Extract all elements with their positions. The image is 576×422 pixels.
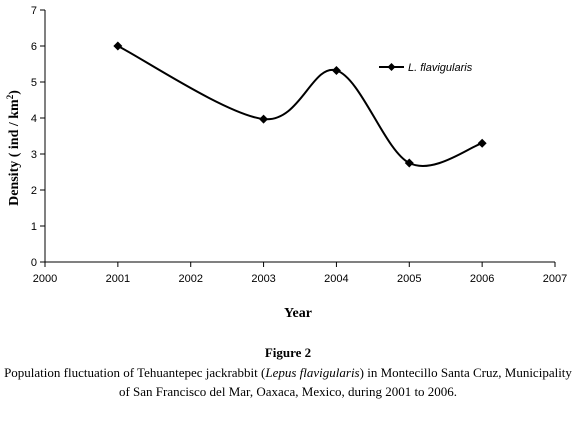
caption-species-name: Lepus flavigularis	[265, 365, 360, 380]
figure-label: Figure 2	[264, 345, 312, 360]
caption-text-pre: Population fluctuation of Tehuantepec ja…	[4, 365, 266, 380]
data-point-marker	[477, 138, 487, 148]
y-tick-label: 0	[31, 257, 37, 269]
data-point-marker	[404, 158, 414, 168]
figure-caption: Population fluctuation of Tehuantepec ja…	[0, 363, 576, 401]
y-tick-label: 2	[31, 185, 37, 197]
x-tick-label: 2005	[397, 273, 421, 285]
x-tick-label: 2001	[106, 273, 130, 285]
legend-marker-diamond	[387, 63, 396, 71]
y-axis-title-sup: 2	[5, 94, 15, 99]
caption-text-post: ) in Montecillo Santa Cruz, Municipality…	[118, 365, 572, 399]
x-axis-ticks: 2000 2001 2002 2003 2004 2005 2006 2007	[33, 262, 567, 285]
y-axis-title-end: )	[7, 90, 22, 95]
data-point-marker	[331, 65, 341, 75]
y-tick-label: 1	[31, 221, 37, 233]
data-point-marker	[259, 114, 269, 124]
legend-label: L. flavigularis	[408, 62, 473, 74]
y-tick-label: 3	[31, 149, 37, 161]
x-tick-label: 2006	[470, 273, 494, 285]
x-axis-title: Year	[284, 306, 312, 321]
x-tick-label: 2002	[178, 273, 202, 285]
x-tick-label: 2007	[543, 273, 567, 285]
data-point-marker	[113, 41, 123, 51]
x-tick-label: 2000	[33, 273, 57, 285]
series-markers	[113, 41, 487, 168]
x-tick-label: 2003	[251, 273, 275, 285]
x-tick-label: 2004	[324, 273, 348, 285]
y-axis-ticks: 0 1 2 3 4 5 6 7	[31, 5, 45, 269]
y-axis-title: Density ( ind / km2)	[5, 90, 22, 206]
y-tick-label: 7	[31, 5, 37, 17]
y-tick-label: 5	[31, 77, 37, 89]
y-tick-label: 4	[31, 113, 37, 125]
legend: L. flavigularis	[379, 62, 473, 74]
y-axis-title-main: Density ( ind / km	[7, 99, 22, 206]
y-tick-label: 6	[31, 41, 37, 53]
